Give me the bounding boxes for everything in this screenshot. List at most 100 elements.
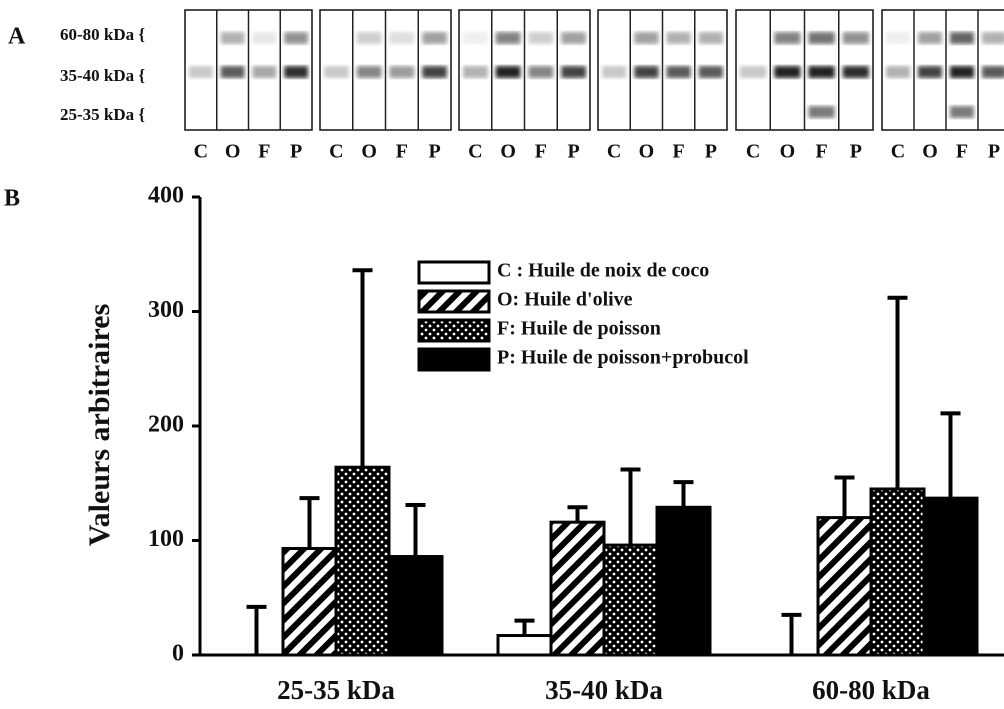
lane-label: C: [746, 141, 760, 163]
legend-label: P: Huile de poisson+probucol: [497, 347, 749, 369]
blot-band: [463, 32, 488, 44]
lane-label: O: [780, 141, 796, 163]
x-tick-label: 25-35 kDa: [277, 675, 395, 705]
legend-label: C : Huile de noix de coco: [497, 260, 709, 282]
bar: [604, 545, 657, 655]
blot-band: [422, 32, 447, 44]
y-tick-label: 200: [148, 412, 184, 438]
lane-label: F: [396, 141, 408, 163]
blot-band: [284, 32, 308, 44]
lane-label: P: [290, 141, 302, 163]
blot-band: [886, 66, 910, 78]
bar: [389, 557, 442, 655]
blot-band: [740, 66, 766, 78]
band-label: 60-80 kDa {: [60, 25, 145, 44]
bar: [283, 549, 336, 655]
blot-band: [843, 32, 869, 44]
blot-band: [422, 66, 447, 78]
blot-band: [982, 66, 1004, 78]
lane-label: O: [225, 141, 241, 163]
blot-band: [809, 66, 835, 78]
panel-label: A: [8, 24, 26, 50]
blot-band: [667, 66, 691, 78]
blot-band: [950, 66, 974, 78]
lane-label: O: [922, 141, 938, 163]
blot-band: [982, 32, 1004, 44]
legend-swatch: [419, 349, 489, 370]
blot-band: [667, 32, 691, 44]
legend-swatch: [419, 320, 489, 341]
lane-label: O: [639, 141, 655, 163]
legend-label: O: Huile d'olive: [497, 289, 633, 311]
bar: [924, 498, 977, 655]
lane-label: C: [891, 141, 905, 163]
blot-band: [284, 66, 308, 78]
bar: [498, 636, 551, 655]
blot-band: [390, 32, 415, 44]
blot-band: [886, 32, 910, 44]
blot-band: [189, 66, 213, 78]
bar: [336, 467, 389, 655]
blot-band: [561, 66, 586, 78]
blot-band: [809, 106, 835, 118]
y-axis-title: Valeurs arbitraires: [83, 304, 116, 546]
blot-band: [950, 106, 974, 118]
lane-label: P: [988, 141, 1000, 163]
blot-band: [253, 32, 277, 44]
blot-band: [324, 66, 349, 78]
lane-label: F: [673, 141, 685, 163]
lane-label: O: [361, 141, 377, 163]
blot-band: [496, 32, 521, 44]
lane-label: P: [568, 141, 580, 163]
blot-band: [634, 66, 658, 78]
blot-band: [699, 66, 723, 78]
blot-band: [253, 66, 277, 78]
lane-label: F: [258, 141, 270, 163]
blot-band: [529, 32, 554, 44]
y-tick-label: 0: [172, 641, 184, 667]
bar: [551, 522, 604, 655]
panel-label: B: [4, 186, 20, 212]
blot-band: [602, 66, 626, 78]
x-tick-label: 60-80 kDa: [812, 675, 930, 705]
bar: [818, 518, 871, 655]
lane-label: C: [468, 141, 482, 163]
blot-band: [774, 32, 800, 44]
lane-label: F: [816, 141, 828, 163]
blot-band: [496, 66, 521, 78]
blot-band: [529, 66, 554, 78]
blot-band: [561, 32, 586, 44]
blot-band: [463, 66, 488, 78]
blot-band: [357, 32, 382, 44]
lane-label: C: [607, 141, 621, 163]
blot-band: [950, 32, 974, 44]
blot-band: [809, 32, 835, 44]
legend-swatch: [419, 262, 489, 283]
blot-band: [634, 32, 658, 44]
blot-band: [699, 32, 723, 44]
blot-band: [357, 66, 382, 78]
band-label: 35-40 kDa {: [60, 66, 145, 85]
blot-band: [390, 66, 415, 78]
blot-band: [918, 32, 942, 44]
lane-label: C: [329, 141, 343, 163]
bar: [657, 507, 710, 655]
lane-label: P: [850, 141, 862, 163]
lane-label: P: [705, 141, 717, 163]
bar: [871, 489, 924, 655]
blot-band: [221, 66, 245, 78]
figure: A B Valeurs arbitraires 60-80 kDa { 35-40…: [0, 0, 1004, 709]
band-label: 25-35 kDa {: [60, 105, 145, 124]
y-tick-label: 100: [148, 526, 184, 552]
y-tick-label: 400: [148, 183, 184, 209]
blot-band: [774, 66, 800, 78]
lane-label: P: [429, 141, 441, 163]
lane-label: F: [956, 141, 968, 163]
lane-label: F: [535, 141, 547, 163]
